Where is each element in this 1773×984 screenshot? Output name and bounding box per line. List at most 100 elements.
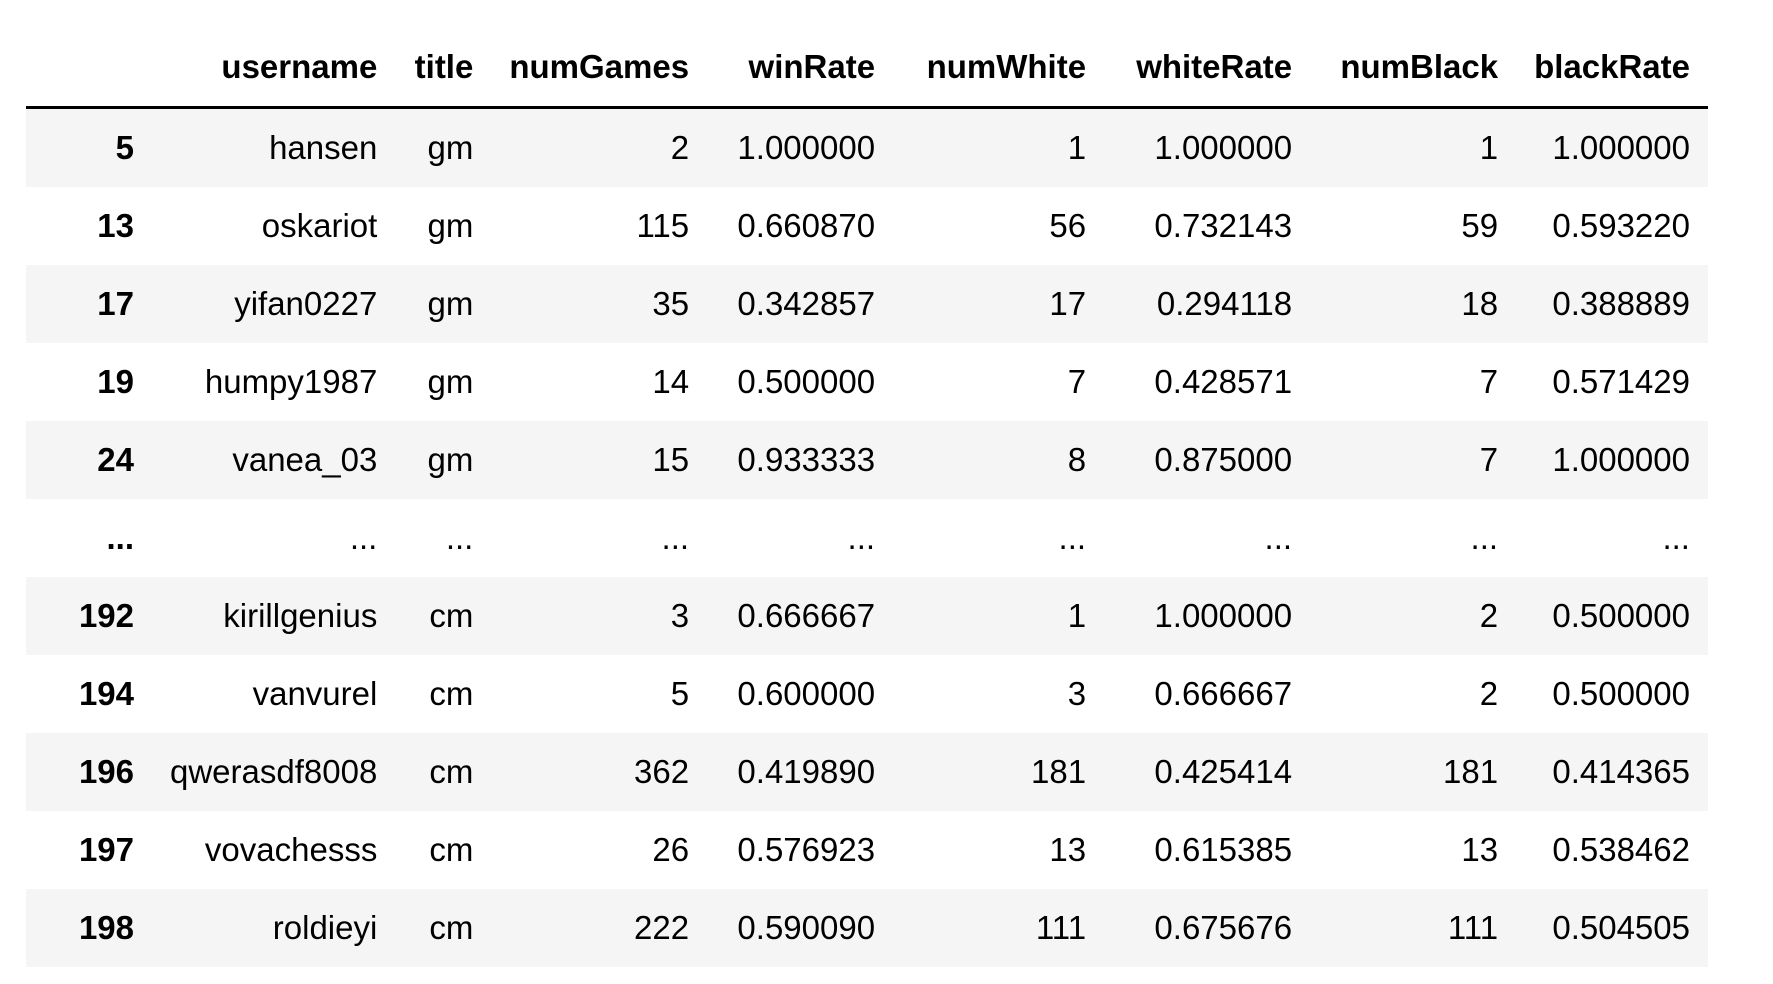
- cell-numwhite: 8: [1067, 441, 1087, 478]
- header-username: username: [152, 28, 396, 109]
- ellipsis-row: ... ... ... ... ... ... ... ... ...: [26, 499, 1708, 577]
- cell-numwhite: 1: [1067, 129, 1087, 166]
- cell-numblack: 2: [1479, 675, 1499, 712]
- row-index: 194: [78, 675, 134, 712]
- cell-username: vanea_03: [232, 441, 378, 478]
- cell-winrate: 0.933333: [737, 441, 876, 478]
- cell-whiterate: 0.666667: [1154, 675, 1293, 712]
- cell-numwhite: 13: [1049, 831, 1087, 868]
- cell-numblack: 1: [1479, 129, 1499, 166]
- cell-username: yifan0227: [234, 285, 378, 322]
- header-index: [26, 28, 152, 109]
- cell-numgames: 26: [652, 831, 690, 868]
- header-blackrate: blackRate: [1516, 28, 1708, 109]
- table-row: 192 kirillgenius cm 3 0.666667 1 1.00000…: [26, 577, 1708, 655]
- cell-numgames: 362: [634, 753, 690, 790]
- cell-title: gm: [427, 129, 474, 166]
- cell-numgames: 15: [652, 441, 690, 478]
- row-index: 24: [97, 441, 134, 478]
- cell-numgames: 14: [652, 363, 690, 400]
- cell-numblack: 59: [1461, 207, 1499, 244]
- table-row: 19 humpy1987 gm 14 0.500000 7 0.428571 7…: [26, 343, 1708, 421]
- cell-blackrate: ...: [1662, 519, 1690, 556]
- cell-blackrate: 0.500000: [1552, 675, 1690, 712]
- row-index: 192: [78, 597, 134, 634]
- cell-title: cm: [429, 831, 474, 868]
- cell-numblack: 111: [1447, 909, 1499, 946]
- cell-blackrate: 0.388889: [1552, 285, 1690, 322]
- cell-numblack: 2: [1479, 597, 1499, 634]
- cell-username: vanvurel: [252, 675, 378, 712]
- cell-whiterate: 0.675676: [1154, 909, 1293, 946]
- dataframe-table: username title numGames winRate numWhite…: [26, 28, 1708, 967]
- row-index: 197: [78, 831, 134, 868]
- cell-blackrate: 0.538462: [1552, 831, 1690, 868]
- cell-numgames: 2: [670, 129, 690, 166]
- cell-whiterate: 0.428571: [1154, 363, 1293, 400]
- cell-username: kirillgenius: [223, 597, 378, 634]
- cell-whiterate: 0.875000: [1154, 441, 1293, 478]
- cell-whiterate: 0.732143: [1154, 207, 1293, 244]
- cell-title: cm: [429, 675, 474, 712]
- cell-numwhite: 17: [1049, 285, 1087, 322]
- cell-blackrate: 0.593220: [1552, 207, 1690, 244]
- cell-winrate: 0.590090: [737, 909, 876, 946]
- cell-numwhite: 181: [1031, 753, 1087, 790]
- row-index: 17: [97, 285, 134, 322]
- cell-numwhite: 111: [1035, 909, 1087, 946]
- cell-winrate: 0.342857: [737, 285, 876, 322]
- header-title: title: [395, 28, 492, 109]
- header-numwhite: numWhite: [893, 28, 1105, 109]
- cell-blackrate: 1.000000: [1552, 441, 1690, 478]
- cell-winrate: ...: [847, 519, 876, 556]
- table-row: 24 vanea_03 gm 15 0.933333 8 0.875000 7 …: [26, 421, 1708, 499]
- row-index: 13: [97, 207, 134, 244]
- table-row: 196 qwerasdf8008 cm 362 0.419890 181 0.4…: [26, 733, 1708, 811]
- cell-numwhite: 56: [1049, 207, 1087, 244]
- cell-numwhite: 3: [1067, 675, 1087, 712]
- cell-numblack: 181: [1443, 753, 1499, 790]
- cell-title: gm: [427, 363, 474, 400]
- table-row: 13 oskariot gm 115 0.660870 56 0.732143 …: [26, 187, 1708, 265]
- cell-title: cm: [429, 597, 474, 634]
- cell-winrate: 0.419890: [737, 753, 876, 790]
- cell-title: cm: [429, 909, 474, 946]
- cell-title: gm: [427, 285, 474, 322]
- cell-title: gm: [427, 441, 474, 478]
- row-index: ...: [106, 519, 134, 556]
- cell-numgames: 222: [634, 909, 690, 946]
- cell-winrate: 0.500000: [737, 363, 876, 400]
- cell-numwhite: ...: [1058, 519, 1087, 556]
- table-body: 5 hansen gm 2 1.000000 1 1.000000 1 1.00…: [26, 107, 1708, 967]
- header-winrate: winRate: [707, 28, 894, 109]
- cell-whiterate: 0.294118: [1156, 285, 1293, 322]
- cell-numwhite: 1: [1067, 597, 1087, 634]
- row-index: 198: [78, 909, 134, 946]
- table-row: 197 vovachesss cm 26 0.576923 13 0.61538…: [26, 811, 1708, 889]
- cell-blackrate: 0.571429: [1552, 363, 1690, 400]
- table-row: 17 yifan0227 gm 35 0.342857 17 0.294118 …: [26, 265, 1708, 343]
- cell-blackrate: 1.000000: [1552, 129, 1690, 166]
- table-row: 198 roldieyi cm 222 0.590090 111 0.67567…: [26, 889, 1708, 967]
- cell-winrate: 0.600000: [737, 675, 876, 712]
- table-row: 194 vanvurel cm 5 0.600000 3 0.666667 2 …: [26, 655, 1708, 733]
- cell-username: roldieyi: [272, 909, 378, 946]
- cell-blackrate: 0.504505: [1552, 909, 1690, 946]
- cell-whiterate: ...: [1264, 519, 1293, 556]
- cell-numblack: 13: [1461, 831, 1499, 868]
- cell-winrate: 0.576923: [737, 831, 876, 868]
- cell-username: vovachesss: [204, 831, 378, 868]
- cell-numblack: 7: [1479, 363, 1499, 400]
- row-index: 19: [97, 363, 134, 400]
- cell-winrate: 0.666667: [737, 597, 876, 634]
- table-header: username title numGames winRate numWhite…: [26, 28, 1708, 109]
- cell-blackrate: 0.414365: [1552, 753, 1690, 790]
- header-numblack: numBlack: [1310, 28, 1517, 109]
- cell-username: ...: [349, 519, 378, 556]
- cell-whiterate: 0.615385: [1154, 831, 1293, 868]
- row-index: 196: [78, 753, 134, 790]
- cell-numgames: 35: [652, 285, 690, 322]
- cell-whiterate: 1.000000: [1154, 597, 1293, 634]
- cell-numblack: ...: [1470, 519, 1499, 556]
- cell-numgames: 3: [670, 597, 690, 634]
